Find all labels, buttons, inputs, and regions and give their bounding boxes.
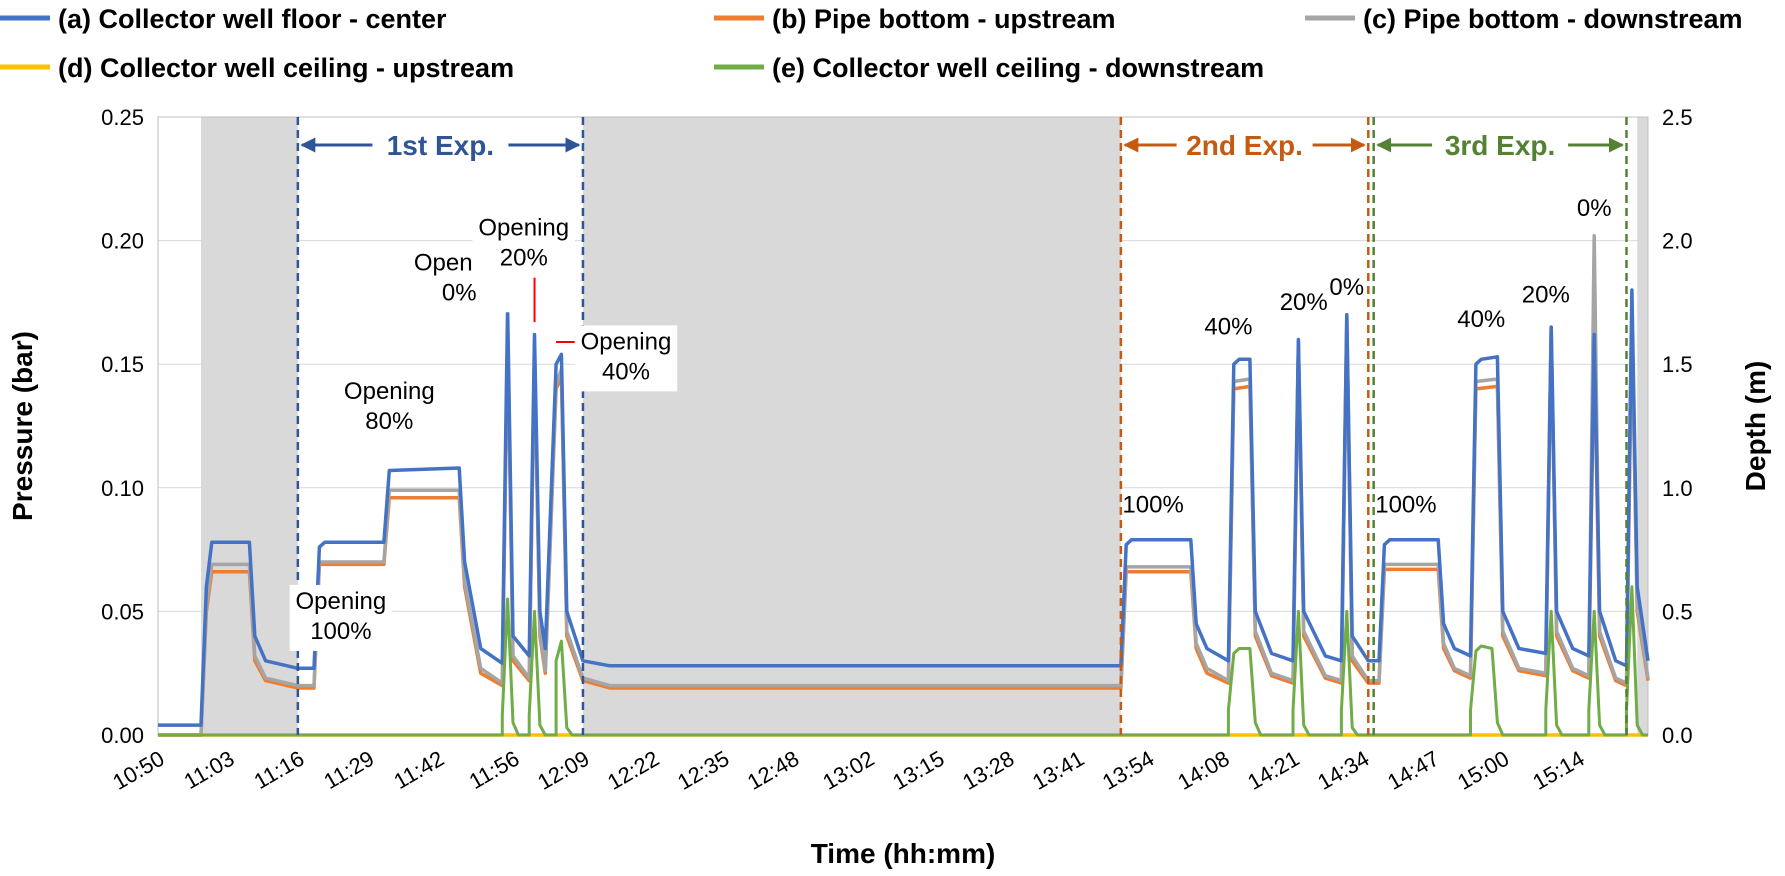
x-tick-label: 10:50 [108,746,168,795]
legend-label: (a) Collector well floor - center [58,4,447,34]
x-tick-label: 13:54 [1098,746,1158,795]
annotation-label: 20% [500,245,548,272]
shaded-region-2 [582,117,1121,735]
annotation-background [472,211,576,278]
x-tick-label: 12:09 [533,746,593,795]
y-tick-label: 0.10 [101,476,144,501]
x-tick-label: 11:29 [320,746,379,794]
annotation-background [1456,303,1506,340]
y2-tick-label: 1.5 [1662,352,1693,377]
annotation-label: Opening [478,215,569,242]
y-tick-label: 0.15 [101,352,144,377]
annotation-label: Opening [344,378,435,405]
legend: (a) Collector well floor - center (b) Pip… [0,4,1743,83]
annotation-label: 100% [310,618,371,645]
annotation-background [338,374,441,441]
annotation-label: 40% [602,358,650,385]
annotation-background [1374,488,1437,525]
x-tick-label: 13:02 [818,746,878,795]
x-tick-label: 15:14 [1528,746,1588,795]
x-tick-label: 13:28 [958,746,1018,795]
y2-tick-label: 2.5 [1662,105,1693,130]
shaded-regions [201,117,1648,735]
legend-label: (e) Collector well ceiling - downstream [772,53,1264,83]
annotation-label: 40% [1457,306,1505,333]
x-tick-label: 11:56 [465,746,524,794]
x-tick-label: 11:16 [250,746,309,794]
y-tick-label: 0.00 [101,723,144,748]
x-axis-title: Time (hh:mm) [811,838,996,869]
x-tick-label: 11:03 [180,746,239,794]
annotation-background [574,325,678,392]
y2-axis-title: Depth (m) [1740,361,1771,492]
y-axis-ticks: 0.00 0.05 0.10 0.15 0.20 0.25 [101,105,144,748]
annotation-label: 40% [1204,314,1252,341]
x-tick-label: 15:00 [1453,746,1513,795]
legend-label: (d) Collector well ceiling - upstream [58,53,514,83]
annotation-label: 100% [1375,492,1436,519]
legend-label: (b) Pipe bottom - upstream [772,4,1116,34]
x-tick-label: 12:22 [603,746,663,795]
experiment-label: 2nd Exp. [1186,130,1303,161]
annotation-background [289,584,393,651]
y-tick-label: 0.05 [101,599,144,624]
annotation-label: 0% [1329,274,1364,301]
legend-label: (c) Pipe bottom - downstream [1363,4,1743,34]
y-tick-label: 0.25 [101,105,144,130]
annotations: Opening0%Opening20%Opening40%Opening80%O… [289,191,1612,651]
experiment-label: 1st Exp. [387,130,494,161]
y2-axis-ticks: 0.0 0.5 1.0 1.5 2.0 2.5 [1662,105,1693,748]
annotation-label: 0% [1577,195,1612,222]
x-tick-label: 12:48 [743,746,803,795]
series-line-e-collector-well-ceiling-downstream [158,585,1648,737]
x-tick-label: 13:15 [888,746,948,795]
annotation-label: 20% [1280,289,1328,316]
annotation-background [1576,191,1612,228]
annotation-label: 80% [365,408,413,435]
annotation-label: Opening [296,588,387,615]
series-lines [158,233,1650,737]
annotation-background [1122,488,1185,525]
y2-tick-label: 0.0 [1662,723,1693,748]
shaded-region-1 [201,117,298,735]
x-tick-label: 11:42 [389,746,448,794]
x-axis-ticks: 10:50 11:03 11:16 11:29 11:42 11:56 12:09 12:22… [108,746,1588,795]
y-axis-title: Pressure (bar) [7,331,38,521]
x-tick-label: 14:34 [1313,746,1373,795]
annotation-background [1521,278,1571,315]
annotation-background [1204,310,1253,347]
x-tick-label: 12:35 [673,746,733,795]
y2-tick-label: 1.0 [1662,476,1693,501]
annotation-background [1279,285,1328,322]
y-tick-label: 0.20 [101,229,144,254]
series-line-a-collector-well-floor-center [158,288,1650,727]
experiment-label: 3rd Exp. [1445,130,1555,161]
annotation-background [1329,270,1365,307]
x-tick-label: 14:08 [1173,746,1233,795]
y2-tick-label: 0.5 [1662,599,1693,624]
annotation-label: 0% [442,279,477,306]
y2-tick-label: 2.0 [1662,229,1693,254]
annotation-label: 20% [1522,281,1570,308]
x-tick-label: 14:47 [1383,746,1443,795]
shaded-region-3 [1637,117,1648,735]
x-tick-label: 14:21 [1243,746,1303,795]
annotation-label: Opening [581,328,672,355]
annotation-label: 100% [1122,492,1183,519]
x-tick-label: 13:41 [1028,746,1088,795]
